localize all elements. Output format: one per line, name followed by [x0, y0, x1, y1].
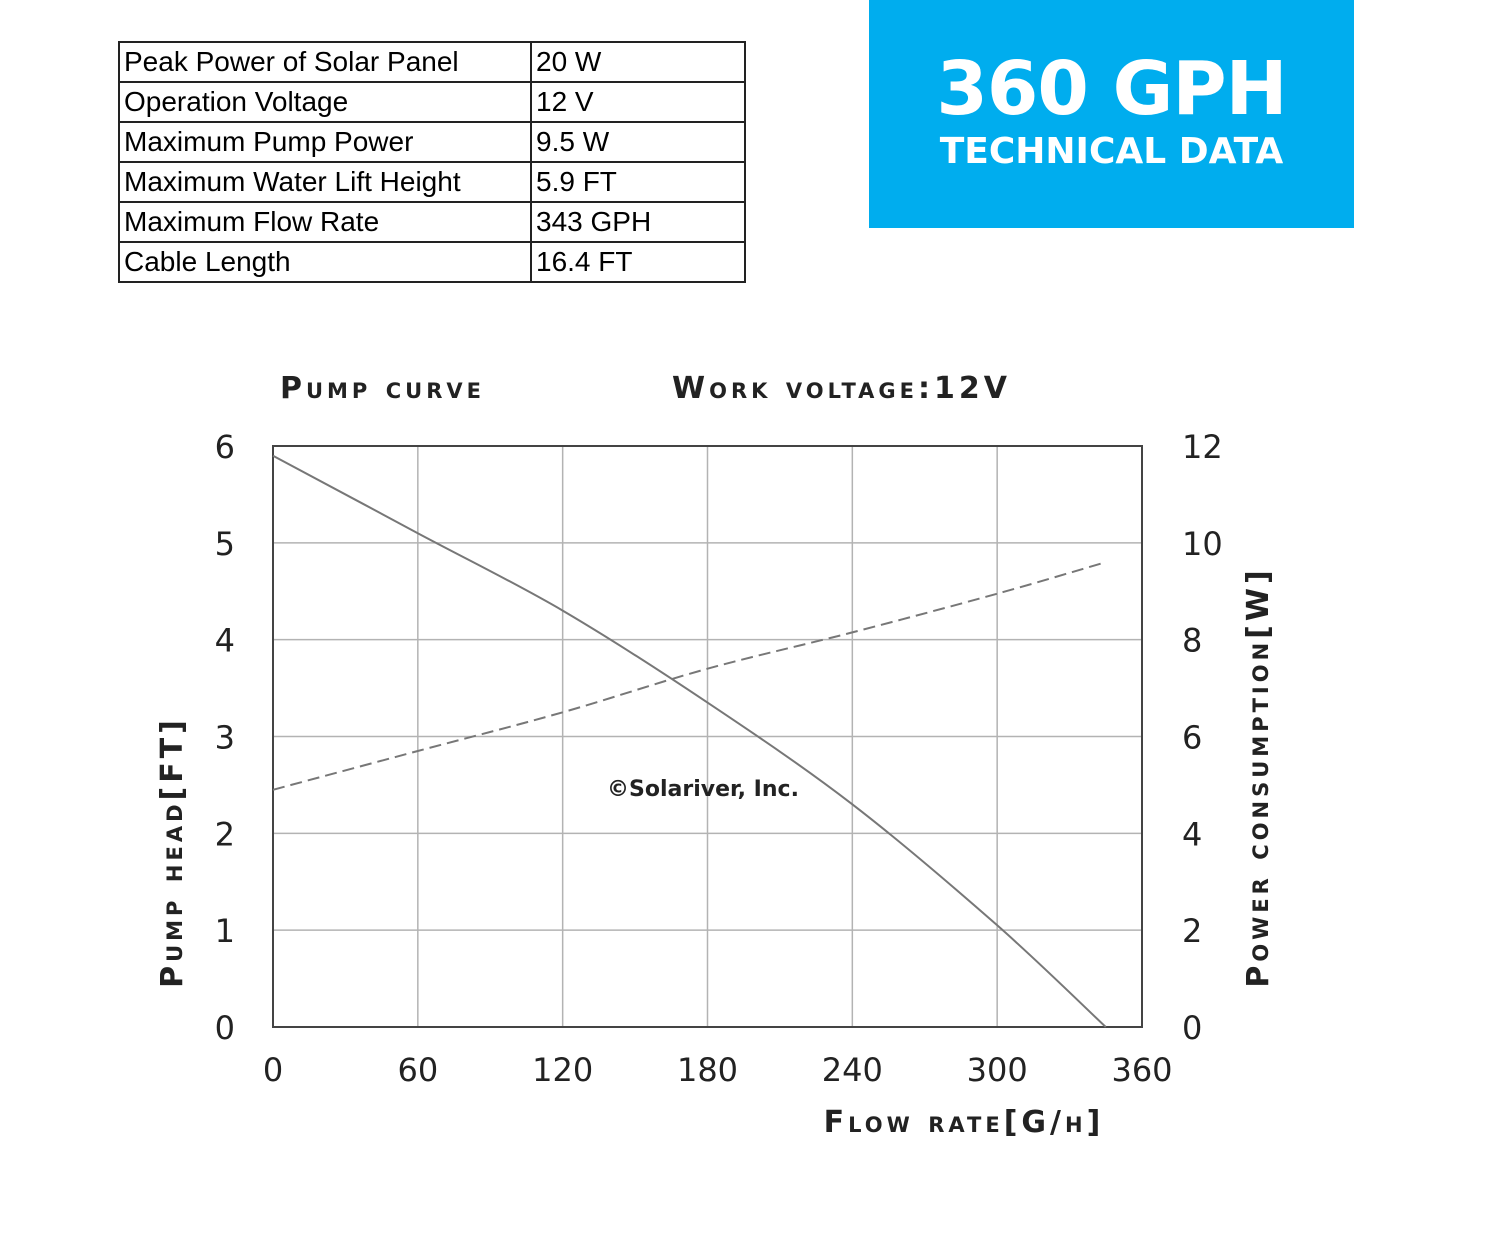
series-lines	[272, 454, 1107, 1028]
spec-value: 5.9 FT	[530, 161, 746, 203]
x-tick-label: 360	[1111, 1051, 1172, 1089]
spec-row: Maximum Water Lift Height 5.9 FT	[118, 161, 746, 203]
x-tick-label: 240	[822, 1051, 883, 1089]
plot-frame	[272, 445, 1143, 1028]
spec-value: 16.4 FT	[530, 241, 746, 283]
y-tick-label: 4	[215, 622, 235, 660]
spec-value: 20 W	[530, 41, 746, 83]
y-tick-label: 3	[215, 719, 235, 757]
x-tick-label: 180	[677, 1051, 738, 1089]
y2-tick-label: 12	[1182, 428, 1223, 466]
y-tick-label: 1	[215, 912, 235, 950]
y-tick-label: 0	[215, 1009, 235, 1047]
spec-row: Maximum Pump Power 9.5 W	[118, 121, 746, 163]
banner-subtitle: TECHNICAL DATA	[939, 131, 1284, 172]
x-tick-label: 120	[532, 1051, 593, 1089]
x-tick-label: 0	[263, 1051, 283, 1089]
spec-label: Cable Length	[118, 241, 532, 283]
spec-label: Maximum Flow Rate	[118, 201, 532, 243]
spec-label: Operation Voltage	[118, 81, 532, 123]
x-tick-label: 60	[397, 1051, 438, 1089]
y-axis-title: Pump head[FT]	[155, 716, 190, 988]
power-consumption-line	[272, 561, 1107, 791]
y-tick-label: 5	[215, 525, 235, 563]
spec-row: Maximum Flow Rate 343 GPH	[118, 201, 746, 243]
y2-tick-label: 2	[1182, 912, 1202, 950]
spec-row: Cable Length 16.4 FT	[118, 241, 746, 283]
spec-label: Peak Power of Solar Panel	[118, 41, 532, 83]
chart-subtitle: Work voltage:12V	[672, 371, 1011, 406]
spec-row: Peak Power of Solar Panel 20 W	[118, 41, 746, 83]
spec-label: Maximum Water Lift Height	[118, 161, 532, 203]
spec-value: 9.5 W	[530, 121, 746, 163]
y2-tick-label: 10	[1182, 525, 1223, 563]
grid-lines	[272, 445, 1143, 1028]
y2-tick-label: 6	[1182, 719, 1202, 757]
y2-tick-label: 4	[1182, 815, 1202, 853]
spec-value: 12 V	[530, 81, 746, 123]
pump-curve-chart: Pump curve Work voltage:12V 0 60 120 180 240…	[155, 371, 1276, 1140]
y2-tick-label: 0	[1182, 1009, 1202, 1047]
x-axis-title: Flow rate[G/h]	[824, 1105, 1105, 1140]
y2-axis-title: Power consumption[W]	[1241, 566, 1276, 987]
spec-table-body: Peak Power of Solar Panel 20 W Operation V…	[118, 41, 746, 283]
spec-value: 343 GPH	[530, 201, 746, 243]
spec-table: Peak Power of Solar Panel 20 W Operation V…	[118, 41, 746, 283]
x-tick-label: 300	[967, 1051, 1028, 1089]
y2-tick-label: 8	[1182, 622, 1202, 660]
pump-head-line	[272, 454, 1107, 1028]
spec-row: Operation Voltage 12 V	[118, 81, 746, 123]
banner-title: 360 GPH	[936, 46, 1287, 132]
title-banner: 360 GPH TECHNICAL DATA	[869, 0, 1354, 228]
y-tick-label: 6	[215, 428, 235, 466]
y-tick-label: 2	[215, 815, 235, 853]
watermark: ©Solariver, Inc.	[607, 777, 799, 802]
chart-title: Pump curve	[280, 371, 485, 406]
spec-label: Maximum Pump Power	[118, 121, 532, 163]
